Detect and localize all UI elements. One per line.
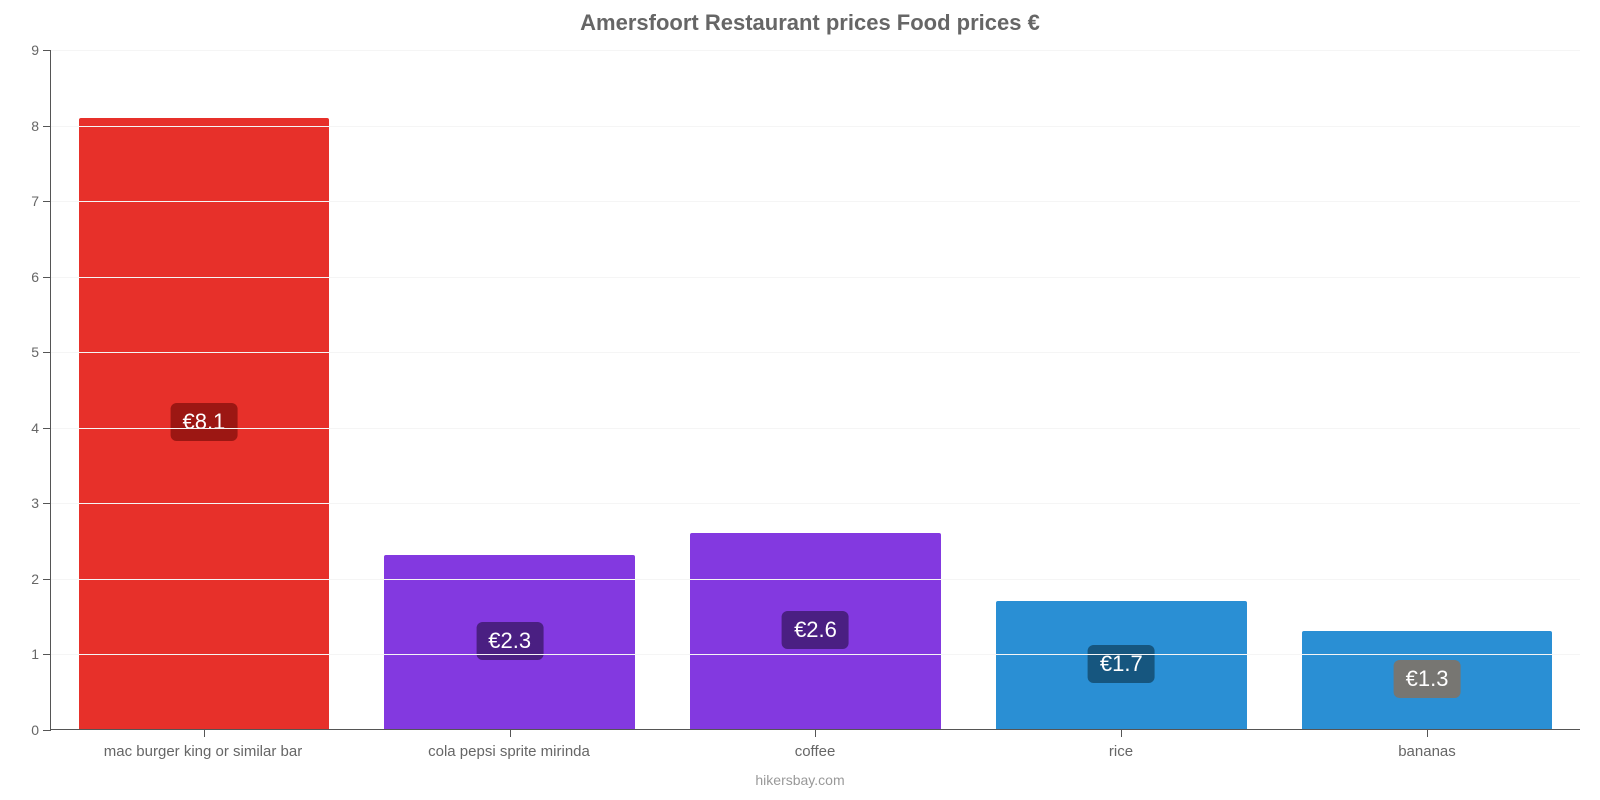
bar-slot: €2.6 (663, 50, 969, 729)
y-tick (43, 579, 51, 580)
bar-slot: €2.3 (357, 50, 663, 729)
bar: €2.3 (384, 555, 635, 729)
plot-area: €8.1€2.3€2.6€1.7€1.3 0123456789 (50, 50, 1580, 730)
y-axis-label: 1 (31, 646, 39, 662)
bar-slot: €1.3 (1274, 50, 1580, 729)
x-axis-label: mac burger king or similar bar (50, 737, 356, 760)
grid-line (51, 579, 1580, 580)
x-axis-label: coffee (662, 737, 968, 760)
bars-row: €8.1 €2.3 €2.6 €1.7 €1.3 (51, 50, 1580, 730)
grid-line (51, 428, 1580, 429)
credit-text: hikersbay.com (0, 772, 1600, 788)
y-tick (43, 654, 51, 655)
x-tick (1121, 729, 1122, 737)
grid-line (51, 654, 1580, 655)
y-tick (43, 201, 51, 202)
x-axis-label: bananas (1274, 737, 1580, 760)
y-axis-label: 4 (31, 420, 39, 436)
y-axis-label: 5 (31, 344, 39, 360)
value-badge: €1.7 (1088, 645, 1155, 683)
y-tick (43, 730, 51, 731)
y-tick (43, 503, 51, 504)
y-tick (43, 277, 51, 278)
y-axis-label: 7 (31, 193, 39, 209)
grid-line (51, 352, 1580, 353)
x-tick (815, 729, 816, 737)
y-axis-label: 3 (31, 495, 39, 511)
grid-line (51, 50, 1580, 51)
x-tick (510, 729, 511, 737)
y-tick (43, 126, 51, 127)
grid-line (51, 201, 1580, 202)
y-tick (43, 50, 51, 51)
grid-line (51, 277, 1580, 278)
x-axis-labels: mac burger king or similar barcola pepsi… (50, 737, 1580, 760)
y-axis-label: 6 (31, 269, 39, 285)
bar-slot: €1.7 (968, 50, 1274, 729)
chart-container: Amersfoort Restaurant prices Food prices… (0, 0, 1600, 800)
bar: €1.7 (996, 601, 1247, 729)
chart-title: Amersfoort Restaurant prices Food prices… (40, 10, 1580, 36)
value-badge: €2.6 (782, 611, 849, 649)
bar: €8.1 (79, 118, 330, 729)
y-axis-label: 9 (31, 42, 39, 58)
y-axis-label: 0 (31, 722, 39, 738)
bar: €2.6 (690, 533, 941, 729)
y-axis-label: 2 (31, 571, 39, 587)
bar-slot: €8.1 (51, 50, 357, 729)
y-tick (43, 428, 51, 429)
grid-line (51, 126, 1580, 127)
grid-line (51, 503, 1580, 504)
y-tick (43, 352, 51, 353)
x-tick (1427, 729, 1428, 737)
y-axis-label: 8 (31, 118, 39, 134)
x-axis-label: rice (968, 737, 1274, 760)
bar: €1.3 (1302, 631, 1553, 729)
x-tick (204, 729, 205, 737)
value-badge: €8.1 (170, 403, 237, 441)
value-badge: €1.3 (1394, 660, 1461, 698)
x-axis-label: cola pepsi sprite mirinda (356, 737, 662, 760)
